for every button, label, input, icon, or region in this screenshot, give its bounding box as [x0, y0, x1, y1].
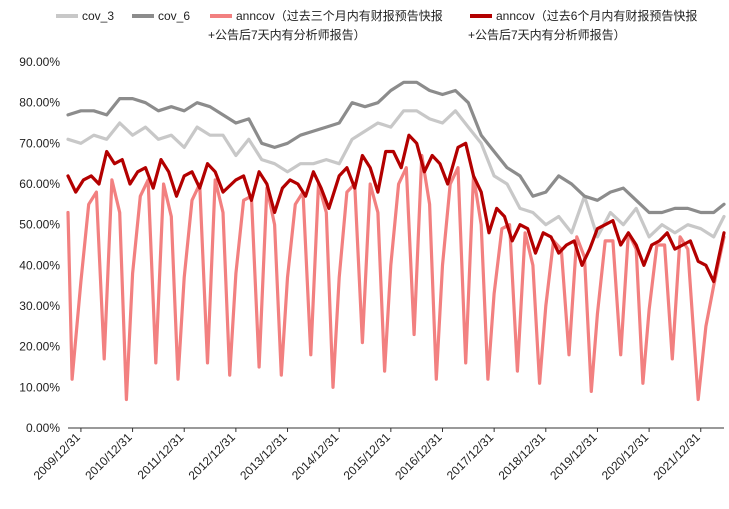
x-tick-label: 2017/12/31 — [444, 430, 497, 483]
legend-label-1: cov_6 — [158, 9, 190, 23]
legend-label-3: anncov（过去6个月内有财报预告快报+公告后7天内有分析师报告） — [468, 8, 697, 42]
plot-area — [66, 80, 726, 402]
series-line-1 — [66, 80, 726, 215]
y-tick-label: 70.00% — [19, 136, 60, 150]
y-tick-label: 80.00% — [19, 96, 60, 110]
x-axis: 2009/12/31 2010/12/31 2011/12/31 2012/12/31… — [31, 427, 724, 483]
x-tick-label: 2016/12/31 — [392, 430, 445, 483]
y-tick-label: 90.00% — [19, 55, 60, 69]
y-tick-label: 40.00% — [19, 258, 60, 272]
legend: cov_3 cov_6 anncov（过去三个月内有财报预告快报+公告后7天内有分析… — [56, 8, 697, 42]
x-tick-label: 2020/12/31 — [599, 430, 652, 483]
y-tick-label: 0.00% — [26, 421, 60, 435]
x-tick-label: 2018/12/31 — [496, 430, 549, 483]
x-tick-label: 2010/12/31 — [82, 430, 135, 483]
y-tick-label: 60.00% — [19, 177, 60, 191]
y-tick-label: 10.00% — [19, 380, 60, 394]
x-tick-label: 2015/12/31 — [341, 430, 394, 483]
series-line-2 — [66, 153, 726, 402]
y-tick-label: 30.00% — [19, 299, 60, 313]
y-tick-label: 50.00% — [19, 218, 60, 232]
y-tick-label: 20.00% — [19, 340, 60, 354]
legend-label-2: anncov（过去三个月内有财报预告快报+公告后7天内有分析师报告） — [208, 8, 443, 42]
x-tick-label: 2021/12/31 — [651, 430, 704, 483]
legend-label-0: cov_3 — [82, 9, 114, 23]
y-axis: 0.00% 10.00% 20.00% 30.00% 40.00% 50.00% 60.00… — [19, 55, 60, 435]
x-tick-label: 2009/12/31 — [31, 430, 84, 483]
series-line-0 — [66, 109, 726, 239]
x-tick-label: 2019/12/31 — [547, 430, 600, 483]
x-tick-label: 2011/12/31 — [135, 430, 187, 482]
series-line-3 — [66, 133, 726, 284]
x-tick-label: 2014/12/31 — [289, 430, 342, 483]
x-tick-label: 2012/12/31 — [186, 430, 239, 483]
x-tick-label: 2013/12/31 — [237, 430, 290, 483]
